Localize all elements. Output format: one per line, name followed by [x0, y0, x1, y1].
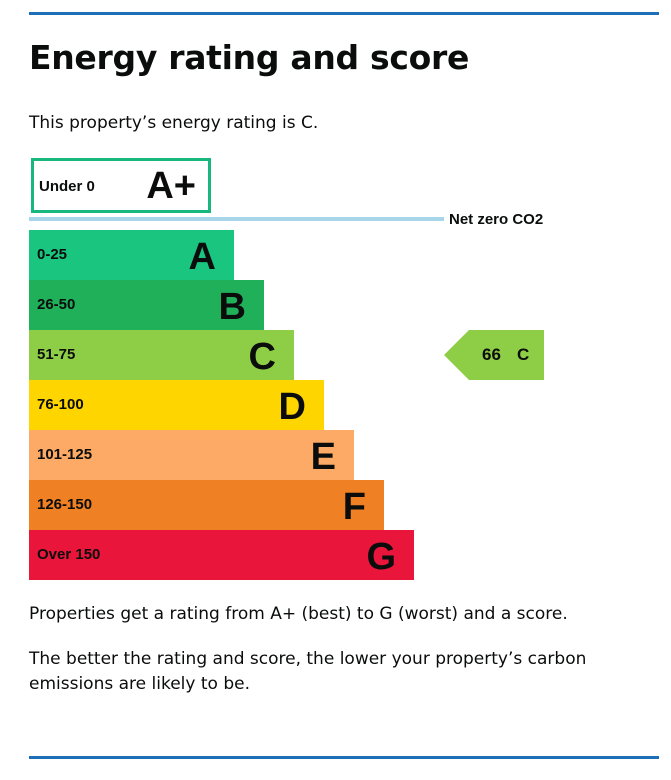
band-d: 76-100 D [29, 380, 324, 430]
current-rating-arrow: 66 C [444, 330, 544, 380]
band-b-letter: B [218, 286, 246, 328]
net-zero-label: Net zero CO2 [449, 211, 544, 228]
band-e: 101-125 E [29, 430, 354, 480]
page-title: Energy rating and score [29, 38, 470, 77]
current-rating-letter: C [517, 345, 530, 364]
carbon-emissions-text: The better the rating and score, the low… [29, 649, 587, 694]
band-c-letter: C [248, 336, 276, 378]
band-c-range: 51-75 [37, 346, 76, 363]
band-f: 126-150 F [29, 480, 384, 530]
band-g: Over 150 G [29, 530, 414, 580]
band-f-letter: F [342, 486, 366, 528]
band-b: 26-50 B [29, 280, 264, 330]
current-score: 66 [482, 345, 501, 364]
band-f-range: 126-150 [37, 496, 93, 513]
top-section-rule [29, 12, 659, 15]
band-b-range: 26-50 [37, 296, 76, 313]
band-d-range: 76-100 [37, 396, 84, 413]
band-a-plus-letter: A+ [146, 165, 196, 207]
band-a: 0-25 A [29, 230, 234, 280]
band-a-range: 0-25 [37, 246, 68, 263]
bottom-section-rule [29, 756, 659, 759]
band-d-letter: D [278, 386, 306, 428]
band-a-plus-range: Under 0 [39, 178, 95, 195]
rating-scale-text: Properties get a rating from A+ (best) t… [29, 604, 568, 624]
band-g-letter: G [366, 536, 396, 578]
band-a-plus: Under 0 A+ [31, 158, 211, 213]
band-g-range: Over 150 [37, 546, 101, 563]
band-a-letter: A [188, 236, 216, 278]
band-e-letter: E [310, 436, 336, 478]
band-c: 51-75 C [29, 330, 294, 380]
band-e-range: 101-125 [37, 446, 93, 463]
arrow-shape [444, 330, 544, 380]
net-zero-line [29, 217, 444, 221]
rating-intro-text: This property’s energy rating is C. [29, 113, 319, 133]
